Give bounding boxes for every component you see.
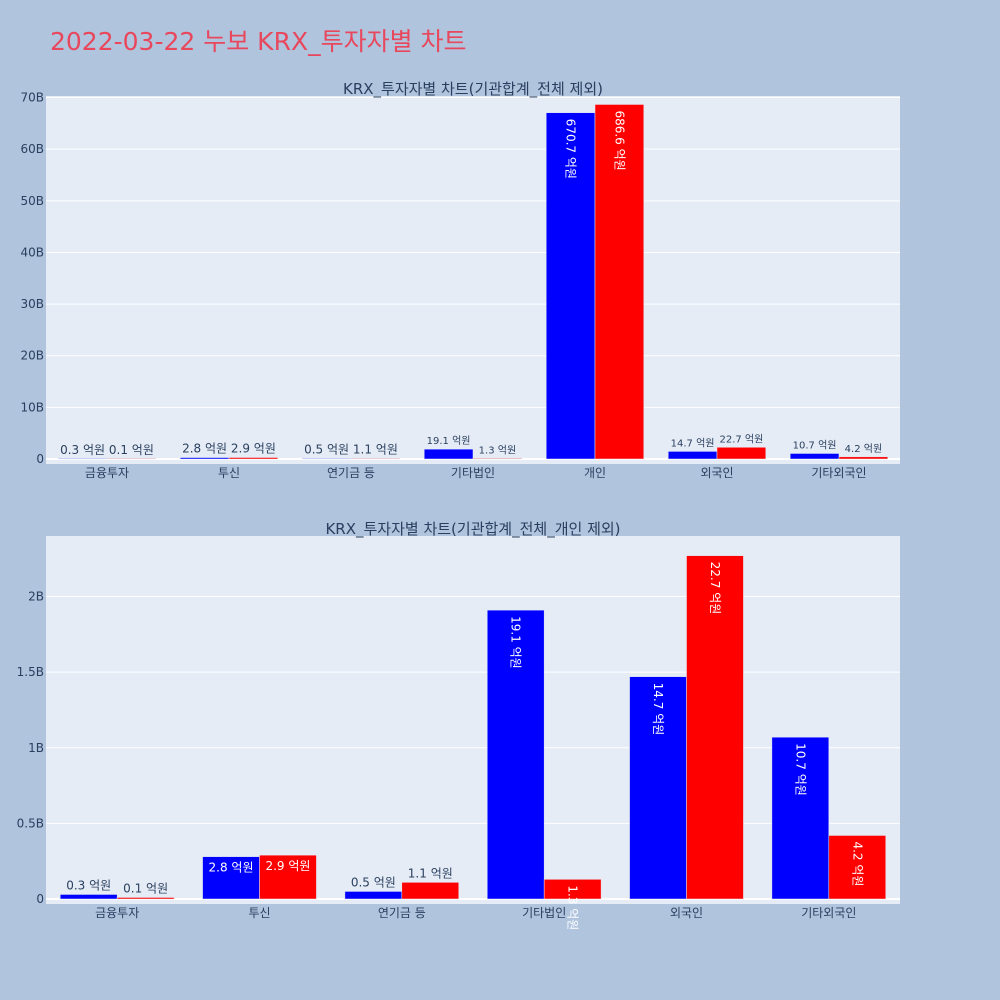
data-label: 0.5 억원 [304, 443, 349, 457]
x-tick-label: 금융투자 [85, 466, 129, 480]
bar [301, 458, 352, 460]
bar [344, 891, 403, 900]
data-label: 22.7 억원 [719, 433, 763, 445]
bar [686, 555, 744, 900]
bar [116, 897, 175, 900]
page-title: 2022-03-22 누보 KRX_투자자별 차트 [50, 27, 467, 56]
bar [472, 458, 523, 460]
y-tick-label: 1.5B [17, 665, 44, 679]
y-tick-label: 70B [20, 91, 44, 105]
bar [179, 457, 230, 460]
y-tick-label: 60B [20, 142, 44, 156]
x-tick-label: 연기금 등 [378, 906, 426, 920]
plot-area-1 [46, 96, 900, 464]
x-tick-label: 투신 [248, 906, 270, 920]
y-tick-label: 0.5B [17, 816, 44, 830]
bar [106, 458, 157, 460]
x-tick-label: 기타외국인 [811, 466, 866, 480]
bar [423, 448, 474, 460]
chart-title-1: KRX_투자자별 차트(기관합계_전체 제외) [343, 80, 603, 99]
bar [667, 451, 718, 460]
x-tick-label: 연기금 등 [327, 466, 375, 480]
y-tick-label: 0 [36, 452, 44, 466]
bar [716, 447, 767, 460]
data-label: 10.7 억원 [793, 439, 837, 451]
data-label: 4.2 억원 [845, 443, 882, 455]
bar [838, 456, 889, 460]
data-label: 686.6 억원 [612, 110, 626, 170]
chart-title-2: KRX_투자자별 차트(기관합계_전체_개인 제외) [325, 520, 620, 539]
data-label: 670.7 억원 [564, 119, 578, 179]
data-label: 0.1 억원 [109, 443, 154, 457]
bar [57, 458, 108, 460]
bar [59, 894, 118, 900]
bar [545, 112, 596, 460]
data-label: 1.3 억원 [566, 885, 580, 930]
bar [350, 458, 401, 460]
y-tick-label: 2B [28, 590, 44, 604]
bar [543, 879, 602, 900]
data-label: 1.1 억원 [353, 442, 398, 456]
y-tick-label: 10B [20, 400, 44, 414]
x-tick-label: 투신 [218, 466, 240, 480]
bar [228, 457, 279, 460]
data-label: 2.9 억원 [265, 859, 310, 873]
bar [629, 676, 687, 900]
data-label: 1.1 억원 [408, 866, 453, 880]
bar [594, 104, 645, 460]
y-tick-label: 30B [20, 297, 44, 311]
x-tick-label: 개인 [584, 466, 606, 480]
x-tick-label: 외국인 [670, 906, 703, 920]
x-tick-label: 외국인 [700, 466, 733, 480]
data-label: 2.8 억원 [209, 861, 254, 875]
data-label: 19.1 억원 [427, 435, 471, 447]
data-label: 2.8 억원 [182, 442, 227, 456]
x-tick-label: 기타외국인 [801, 906, 856, 920]
y-tick-label: 50B [20, 194, 44, 208]
data-label: 2.9 억원 [231, 442, 276, 456]
bar [202, 856, 260, 900]
x-tick-label: 금융투자 [95, 906, 139, 920]
data-label: 10.7 억원 [793, 743, 807, 796]
data-label: 22.7 억원 [708, 562, 722, 615]
data-label: 4.2 억원 [850, 841, 864, 886]
bar [486, 609, 545, 900]
data-label: 0.5 억원 [351, 875, 396, 889]
bar [259, 854, 317, 900]
y-tick-label: 1B [28, 741, 44, 755]
x-tick-label: 기타법인 [451, 466, 495, 480]
data-label: 0.1 억원 [123, 881, 168, 895]
bar [828, 835, 887, 900]
bar [401, 882, 460, 900]
bar [789, 453, 840, 460]
y-tick-label: 20B [20, 349, 44, 363]
data-label: 14.7 억원 [651, 683, 665, 736]
data-label: 1.3 억원 [479, 444, 516, 456]
y-tick-label: 40B [20, 245, 44, 259]
bar [771, 736, 830, 900]
x-tick-label: 기타법인 [522, 906, 566, 920]
data-label: 19.1 억원 [509, 616, 523, 669]
data-label: 0.3 억원 [60, 443, 105, 457]
plot-area-2 [46, 536, 900, 904]
y-tick-label: 0 [36, 892, 44, 906]
data-label: 0.3 억원 [66, 878, 111, 892]
data-label: 14.7 억원 [671, 437, 715, 449]
